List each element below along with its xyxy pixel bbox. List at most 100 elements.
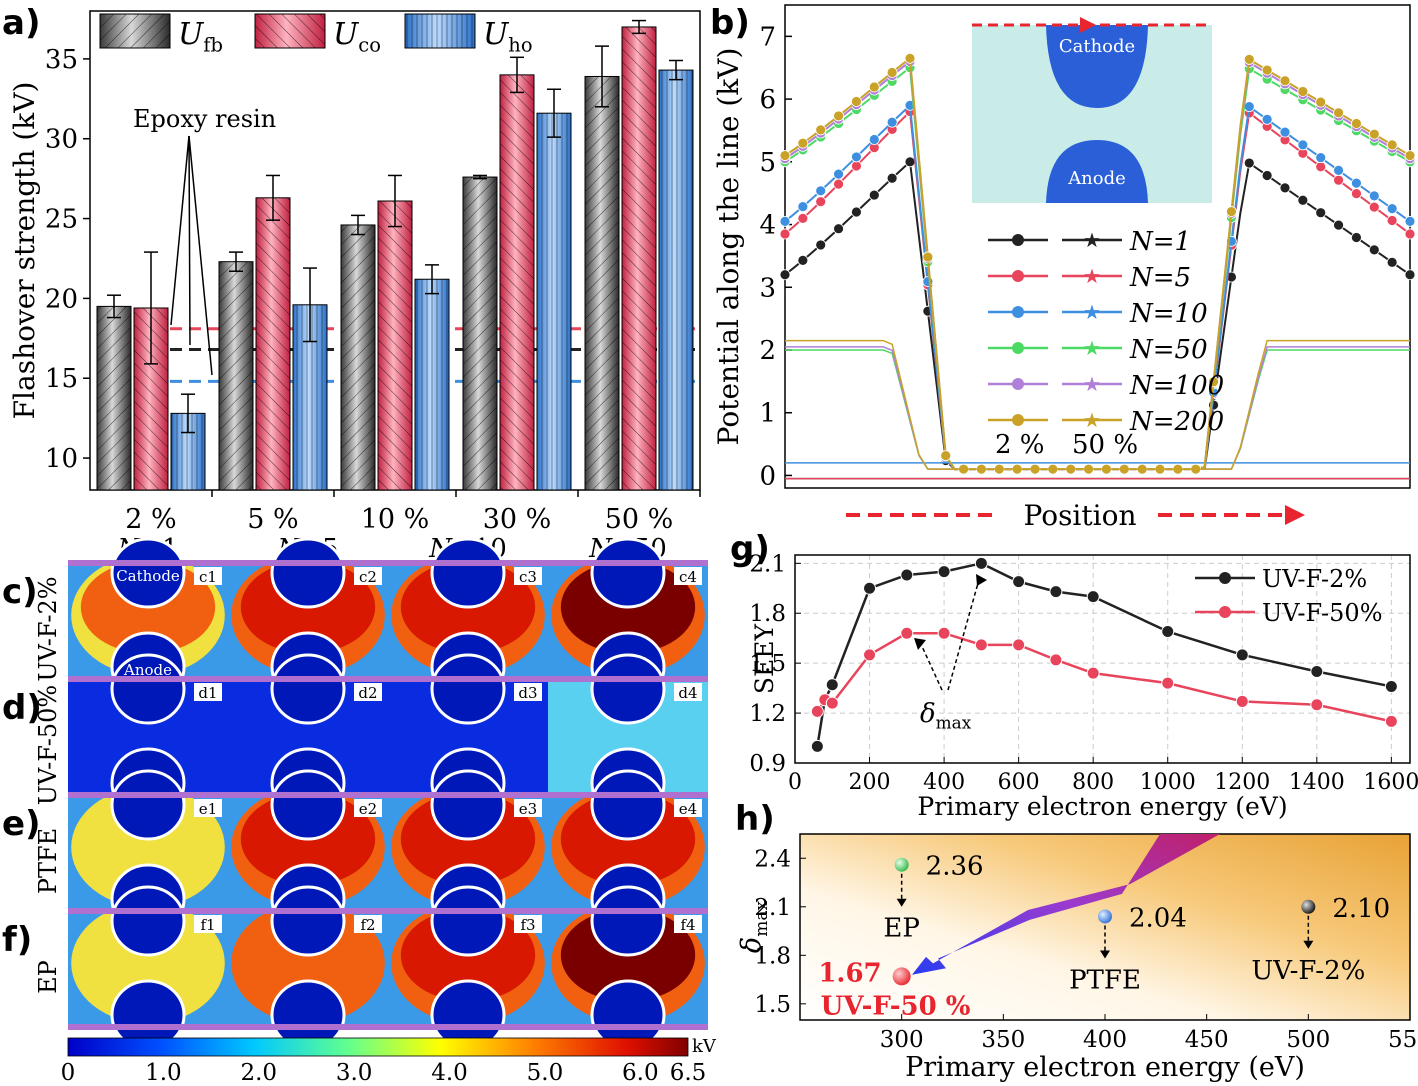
data-point [825,696,839,710]
map-row-label: UV-F-2% [34,576,62,681]
series-dot [1386,215,1398,226]
drop-arrowhead [1303,940,1314,949]
map-tag: f2 [360,916,375,934]
panel-h-delta-max-chart: h) 1.5 1.8 2.1 2.4 300 350 400 450 500 550 Primary … [735,799,1418,1083]
data-point-UV-F-50 % [892,967,911,986]
y-axis-label: δmax [736,901,772,954]
data-point [810,704,824,718]
series-dot [1368,128,1380,140]
panel-label-map: e) [2,804,41,844]
position-arrow [1285,505,1305,525]
map-tag-bg [674,799,702,817]
series-dot [1404,228,1416,240]
data-point [1310,664,1324,678]
plot-frame [784,4,1411,489]
data-point [1235,648,1249,662]
cathode-circle [430,537,506,609]
map-tag: d2 [358,684,377,702]
legend-label: N=1 [1129,227,1191,257]
annotation-arrow [188,135,213,376]
series-line [816,562,1392,747]
point-value: 2.04 [1129,903,1187,933]
data-point [900,568,914,582]
series-dot [1315,161,1327,173]
series-dot [797,201,809,213]
y-tick-label: 2.4 [754,846,791,872]
y-tick-label: 2.1 [754,895,791,921]
series-dot [1261,170,1273,181]
series-dot [779,269,791,281]
point-value: 1.67 [818,958,881,988]
series-dot [1386,256,1398,268]
trend-arrow [912,834,1220,975]
colorbar-tick-label: 6.0 [622,1060,659,1086]
cathode-circle [430,653,506,725]
legend-star: ★ [1083,408,1101,432]
series-dot [1368,244,1380,256]
cathode-circle [590,769,666,841]
series-dot [1351,232,1362,243]
series-dot [868,189,880,201]
map-row-label: EP [34,960,62,994]
y-axis-label: SEEY [750,623,779,694]
panel-label-b: b) [710,3,750,43]
map-tag-bg [354,915,382,933]
map-tag-bg [354,567,382,585]
annotation-arrow [170,135,190,326]
map-tag-bg [194,567,222,585]
x-tick-label: 300 [880,1027,924,1053]
y-tick-label: 1.8 [749,601,786,627]
series-dot [1208,376,1219,388]
map-tag-bg [194,683,222,701]
drop-arrowhead [896,898,907,907]
legend-label: N=10 [1129,299,1208,329]
map-tag: d3 [518,684,537,702]
x-axis-label: Primary electron energy (eV) [905,1052,1305,1083]
cathode-circle [110,885,186,957]
series-dot [851,96,862,107]
bar-hatch [415,279,449,490]
series-dot [1315,207,1327,219]
series-dot [833,178,844,190]
data-point [937,565,951,579]
legend-star: ★ [1083,372,1101,396]
series-dot [904,156,916,168]
data-point [810,739,824,753]
drop-arrowhead [1100,950,1110,959]
series-dot [1404,150,1416,161]
cathode-shape [1046,25,1148,108]
x-tick-label: 400 [1083,1027,1127,1053]
panel-g-seey-chart: g) 0.9 1.2 1.5 1.8 2.1 0 200 400 600 800 1000 1200 14… [730,529,1418,821]
point-name: UV-F-2% [1251,956,1365,986]
series-dot [868,81,880,93]
x-axis-label: Position [1024,499,1137,532]
legend-star: ★ [1083,264,1101,288]
map-tag: f4 [680,916,695,934]
point-name: UV-F-50 % [821,991,971,1021]
cathode-circle [110,537,186,609]
cathode-circle [590,885,666,957]
electrode-bar [68,676,708,682]
legend-swatch-hatch [405,14,475,48]
bar-hatch [219,261,253,490]
y-tick-label: 2.1 [749,551,786,577]
series-dot [1404,269,1416,281]
y-tick-label: 15 [45,364,78,394]
cathode-circle [110,769,186,841]
x-tick-label: 1200 [1214,770,1270,795]
legend-dot [1012,378,1024,390]
series-dot [1243,157,1255,169]
colorbar [67,1037,689,1057]
bar-hatch [500,74,534,490]
x-tick-label: 1000 [1140,770,1196,795]
series-dot [904,52,916,64]
bar-hatch [341,224,375,490]
y-tick-label: 1.2 [749,701,786,727]
series-dot [1261,64,1273,76]
x-tick-label: 800 [1072,770,1114,795]
series-dot [1297,139,1309,151]
y-tick-label: 25 [45,205,78,235]
map-tag-bg [354,799,382,817]
y-tick-label: 1 [759,399,776,429]
